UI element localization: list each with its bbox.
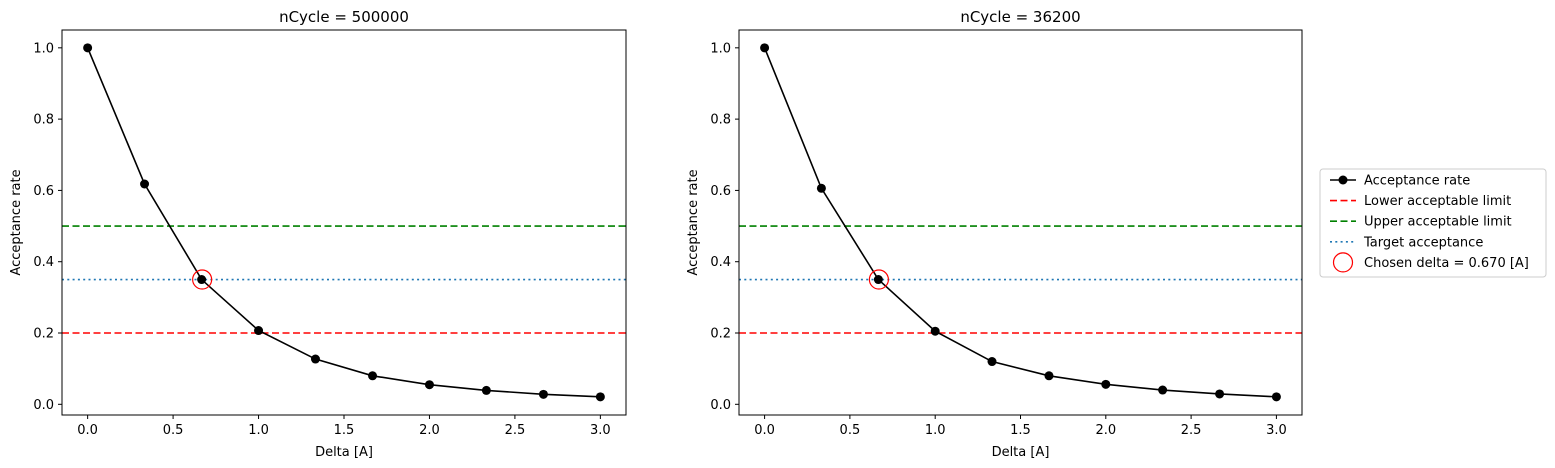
legend: Acceptance rate Lower acceptable limit Upp… — [1319, 168, 1547, 278]
x-tick-label: 1.0 — [925, 423, 946, 438]
chosen-delta-marker — [868, 269, 889, 290]
legend-circle-icon — [1332, 252, 1354, 273]
data-point — [481, 385, 491, 395]
x-tick-label: 1.5 — [334, 423, 355, 438]
data-point — [873, 275, 883, 285]
legend-point-icon — [1338, 175, 1348, 185]
y-tick-label: 0.2 — [33, 327, 54, 342]
data-point — [538, 389, 548, 399]
chart-panel-1: 0.0 0.5 1.0 1.5 2.0 2.5 3.0 0.0 0.2 0.4 0.6 0.8 1.0 n… — [9, 8, 627, 460]
y-tick-label: 0.2 — [710, 327, 731, 342]
data-point — [760, 43, 770, 53]
data-point — [1215, 389, 1225, 399]
x-tick-label: 2.0 — [1095, 423, 1116, 438]
legend-label: Lower acceptable limit — [1364, 194, 1511, 209]
legend-box — [1319, 168, 1547, 278]
x-tick-label: 1.0 — [248, 423, 269, 438]
y-tick-label: 0.8 — [710, 113, 731, 128]
axes-frame — [738, 29, 1303, 416]
y-tick-label: 0.4 — [33, 255, 54, 270]
legend-label: Acceptance rate — [1364, 174, 1470, 189]
chart-title: nCycle = 500000 — [279, 8, 409, 26]
data-point — [140, 179, 150, 189]
data-point — [1271, 392, 1281, 402]
data-point — [197, 275, 207, 285]
x-tick-label: 0.0 — [77, 423, 98, 438]
data-point — [83, 43, 93, 53]
series-line — [86, 47, 601, 398]
chart-panel-2: 0.0 0.5 1.0 1.5 2.0 2.5 3.0 0.0 0.2 0.4 0.6 0.8 1.0 n… — [686, 8, 1303, 460]
x-tick-label: 3.0 — [1266, 423, 1287, 438]
x-axis-label: Delta [A] — [315, 445, 373, 460]
x-tick-label: 2.5 — [1181, 423, 1202, 438]
x-tick-label: 0.0 — [754, 423, 775, 438]
legend-label: Chosen delta = 0.670 [A] — [1364, 256, 1529, 271]
y-tick-label: 0.8 — [33, 113, 54, 128]
data-point — [987, 357, 997, 367]
x-tick-label: 0.5 — [840, 423, 861, 438]
y-axis-label: Acceptance rate — [9, 169, 24, 275]
x-tick-label: 3.0 — [590, 423, 611, 438]
data-point — [1158, 385, 1168, 395]
legend-item: Upper acceptable limit — [1330, 215, 1512, 230]
y-tick-label: 1.0 — [710, 41, 731, 56]
data-point — [1044, 371, 1054, 381]
legend-item: Lower acceptable limit — [1330, 194, 1511, 209]
x-tick-label: 0.5 — [163, 423, 184, 438]
legend-item: Chosen delta = 0.670 [A] — [1332, 252, 1529, 273]
y-tick-label: 0.6 — [710, 184, 731, 199]
series-line — [763, 47, 1277, 398]
data-point — [368, 371, 378, 381]
chart-title: nCycle = 36200 — [960, 8, 1080, 26]
x-axis-label: Delta [A] — [992, 445, 1050, 460]
legend-item: Acceptance rate — [1330, 174, 1470, 189]
x-tick-label: 2.5 — [505, 423, 526, 438]
data-point — [816, 183, 826, 193]
x-tick-label: 2.0 — [419, 423, 440, 438]
x-tick-label: 1.5 — [1010, 423, 1031, 438]
data-point — [595, 392, 605, 402]
y-tick-label: 0.6 — [33, 184, 54, 199]
y-tick-label: 0.0 — [710, 398, 731, 413]
y-tick-label: 1.0 — [33, 41, 54, 56]
chosen-delta-marker — [192, 269, 213, 290]
y-tick-label: 0.0 — [33, 398, 54, 413]
legend-label: Upper acceptable limit — [1364, 215, 1512, 230]
legend-label: Target acceptance — [1363, 235, 1483, 250]
data-point — [254, 326, 264, 336]
data-point — [930, 326, 940, 336]
legend-item: Target acceptance — [1330, 235, 1483, 250]
y-tick-label: 0.4 — [710, 255, 731, 270]
data-point — [424, 380, 434, 390]
data-point — [1101, 379, 1111, 389]
data-point — [310, 354, 320, 364]
y-axis-label: Acceptance rate — [686, 169, 701, 275]
axes-frame — [61, 29, 627, 416]
